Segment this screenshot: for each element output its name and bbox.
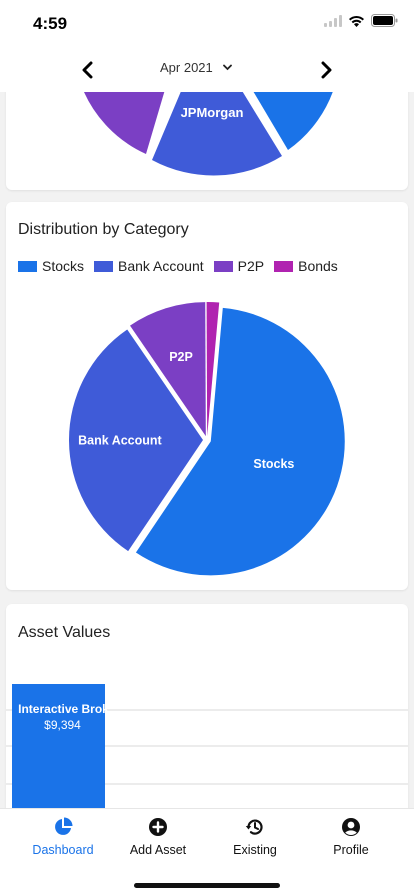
pie-slice-p2p[interactable] [130,302,206,437]
institution-distribution-card: JPMorgan [6,92,408,190]
pie-chart-icon [55,817,73,835]
legend-item-p2p[interactable]: P2P [213,258,265,274]
category-card-title: Distribution by Category [18,221,189,238]
chevron-down-icon [222,64,232,71]
wifi-icon [348,14,365,32]
legend-item-bank-account[interactable]: Bank Account [94,258,204,274]
month-navigation-bar: Apr 2021 [0,48,414,92]
asset-values-title: Asset Values [18,624,111,641]
pie-label-bank-account: Bank Account [78,433,162,447]
user-circle-icon [342,818,360,836]
plus-circle-icon [149,818,167,836]
next-month-button[interactable] [312,56,340,84]
battery-icon [371,14,398,32]
legend-item-bonds[interactable]: Bonds [274,258,338,274]
category-pie-chart: Stocks Bank Account P2P [69,302,345,576]
bar-interactive-brok[interactable] [12,684,105,808]
status-icons [324,14,398,32]
signal-icon [324,14,342,32]
tab-dashboard[interactable]: Dashboard [13,817,113,857]
status-time: 4:59 [33,14,68,33]
month-select[interactable]: Apr 2021 [160,60,232,75]
category-distribution-card: Distribution by Category Stocks Bank Acco… [6,202,408,590]
pie-label-jpmorgan: JPMorgan [181,105,244,120]
pie-slice-bank-account[interactable] [69,329,204,552]
legend-label-p2p: P2P [237,258,265,274]
tab-existing[interactable]: Existing [205,817,305,857]
legend-swatch-stocks [18,260,37,272]
legend-label-bank-account: Bank Account [118,258,204,274]
legend-swatch-bank-account [94,260,114,272]
tab-label-existing: Existing [233,843,277,857]
home-indicator [134,883,280,888]
legend-item-stocks[interactable]: Stocks [18,258,84,274]
institution-pie-chart: JPMorgan [80,92,336,176]
dashboard-content[interactable]: JPMorgan Distribution by Category Stocks… [0,92,414,808]
tab-label-profile: Profile [333,843,369,857]
month-label: Apr 2021 [160,60,213,75]
chevron-right-icon [321,61,332,79]
chevron-left-icon [82,61,93,79]
category-legend: Stocks Bank Account P2P Bonds [18,258,341,274]
pie-slice-blue[interactable] [218,92,336,150]
pie-slice-jpmorgan[interactable] [152,92,282,176]
tab-label-dashboard: Dashboard [32,843,94,857]
legend-swatch-bonds [274,260,294,272]
asset-values-card: Asset Values Interactive Brok $9,394 [6,604,408,808]
legend-label-stocks: Stocks [42,258,85,274]
pie-slice-bonds[interactable] [206,302,220,437]
asset-values-bar-chart: Interactive Brok $9,394 [6,684,408,808]
bottom-tab-bar: Dashboard Add Asset Existing Profile [0,808,414,896]
previous-month-button[interactable] [74,56,102,84]
legend-label-bonds: Bonds [298,258,338,274]
pie-slice-purple[interactable] [80,92,182,154]
tab-profile[interactable]: Profile [301,817,401,857]
pie-label-p2p: P2P [169,350,193,364]
status-bar: 4:59 [0,0,414,48]
bar-value-interactive-brok: $9,394 [44,718,81,732]
bar-label-interactive-brok: Interactive Brok [18,702,109,716]
pie-slice-stocks[interactable] [135,307,345,576]
legend-swatch-p2p [213,260,233,272]
tab-add-asset[interactable]: Add Asset [108,817,208,857]
tab-label-add-asset: Add Asset [129,843,187,857]
history-icon [245,819,263,835]
pie-label-stocks: Stocks [253,457,294,471]
